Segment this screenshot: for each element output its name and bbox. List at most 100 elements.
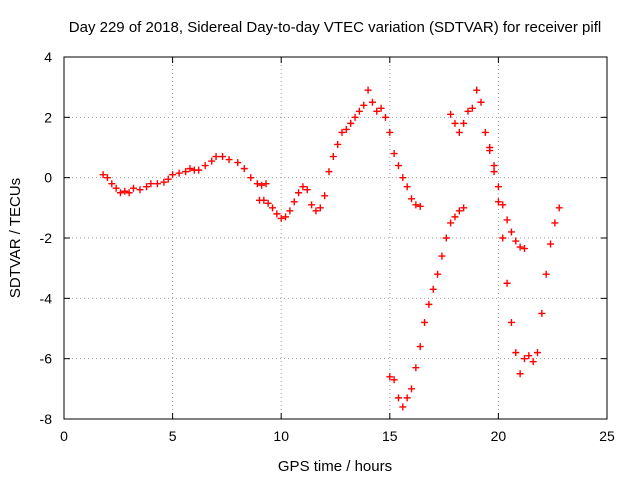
data-point <box>334 140 342 148</box>
data-point <box>386 128 394 136</box>
data-point <box>108 180 116 188</box>
data-point <box>494 183 502 191</box>
data-point <box>416 343 424 351</box>
data-point <box>390 150 398 158</box>
y-axis-title: SDTVAR / TECUs <box>7 178 24 298</box>
data-point <box>468 104 476 112</box>
data-point <box>438 252 446 260</box>
data-point <box>525 352 533 360</box>
data-point <box>520 355 528 363</box>
data-point <box>240 165 248 173</box>
data-point <box>416 202 424 210</box>
y-tick-label: -2 <box>40 230 53 246</box>
data-point <box>460 119 468 127</box>
data-point <box>153 180 161 188</box>
data-point <box>494 198 502 206</box>
data-point <box>460 204 468 212</box>
data-point <box>520 245 528 253</box>
data-point <box>103 174 111 182</box>
data-point <box>99 171 107 179</box>
data-point <box>262 180 270 188</box>
x-tick-label: 20 <box>491 428 507 444</box>
data-point <box>512 349 520 357</box>
data-point <box>201 162 209 170</box>
data-point <box>325 168 333 176</box>
data-point <box>303 186 311 194</box>
data-point <box>247 174 255 182</box>
data-point <box>186 165 194 173</box>
grid-lines <box>64 57 607 419</box>
y-tick-label: -4 <box>40 290 53 306</box>
data-point <box>538 309 546 317</box>
data-point <box>164 175 172 183</box>
data-point <box>147 180 155 188</box>
data-point <box>208 157 216 165</box>
data-point <box>121 187 129 195</box>
data-point <box>286 207 294 215</box>
series-segment-4 <box>447 86 528 253</box>
data-point <box>403 394 411 402</box>
data-point <box>260 196 268 204</box>
data-point <box>533 349 541 357</box>
data-point <box>125 189 133 197</box>
data-point <box>516 243 524 251</box>
data-point <box>473 86 481 94</box>
data-point <box>551 219 559 227</box>
data-point <box>529 358 537 366</box>
data-point <box>403 183 411 191</box>
data-point <box>321 192 329 200</box>
chart-title: Day 229 of 2018, Sidereal Day-to-day VTE… <box>69 19 601 36</box>
y-tick-label: -8 <box>40 411 53 427</box>
series-segment-2 <box>255 86 424 222</box>
data-point <box>447 219 455 227</box>
data-point <box>386 373 394 381</box>
data-point <box>351 113 359 121</box>
data-point <box>503 279 511 287</box>
data-point <box>377 104 385 112</box>
data-point <box>219 153 227 161</box>
data-point <box>490 162 498 170</box>
x-tick-label: 10 <box>273 428 289 444</box>
data-point <box>355 107 363 115</box>
data-points <box>99 86 563 411</box>
data-point <box>434 270 442 278</box>
data-point <box>447 110 455 118</box>
data-point <box>399 174 407 182</box>
x-tick-label: 0 <box>60 428 68 444</box>
data-point <box>212 153 220 161</box>
data-point <box>312 207 320 215</box>
data-point <box>451 119 459 127</box>
tick-labels: 0 5 10 15 20 25 -8 -6 -4 -2 0 2 4 <box>40 49 615 444</box>
x-tick-label: 5 <box>169 428 177 444</box>
data-point <box>477 98 485 106</box>
data-point <box>290 198 298 206</box>
data-point <box>329 153 337 161</box>
data-point <box>295 189 303 197</box>
data-point <box>555 204 563 212</box>
data-point <box>421 318 429 326</box>
data-point <box>408 195 416 203</box>
plot-frame <box>63 56 608 420</box>
data-point <box>364 86 372 94</box>
data-point <box>130 184 138 192</box>
data-point <box>299 183 307 191</box>
y-tick-label: -6 <box>40 351 53 367</box>
data-point <box>373 107 381 115</box>
data-point <box>455 207 463 215</box>
data-point <box>269 204 277 212</box>
data-point <box>277 214 285 222</box>
data-point <box>225 156 233 164</box>
data-point <box>160 178 168 186</box>
data-point <box>481 128 489 136</box>
data-point <box>338 128 346 136</box>
data-point <box>394 394 402 402</box>
data-point <box>412 364 420 372</box>
data-point <box>195 166 203 174</box>
data-point <box>390 376 398 384</box>
data-point <box>282 213 290 221</box>
data-point <box>503 216 511 224</box>
data-point <box>490 168 498 176</box>
data-point <box>342 125 350 133</box>
data-point <box>136 186 144 194</box>
